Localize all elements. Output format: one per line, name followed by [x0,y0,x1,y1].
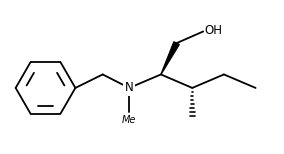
Polygon shape [161,42,179,74]
Text: OH: OH [205,24,223,37]
Text: Me: Me [122,115,136,125]
Text: N: N [125,81,134,94]
